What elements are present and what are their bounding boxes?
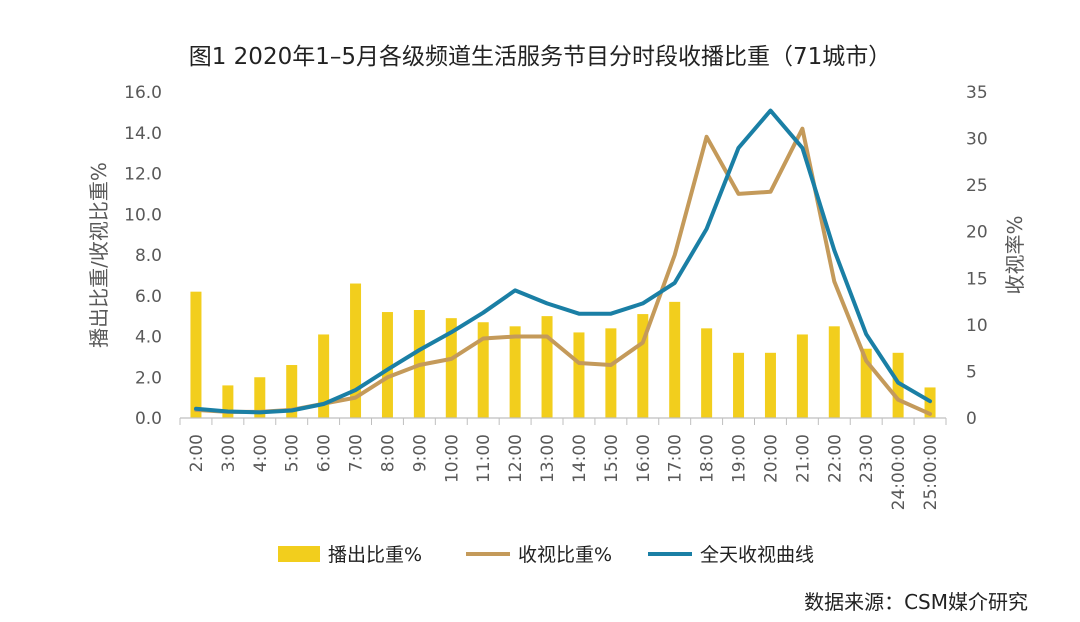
y-left-tick-label: 4.0 xyxy=(135,328,162,348)
line-viewing-share xyxy=(194,126,932,416)
legend-label-allday-curve: 全天收视曲线 xyxy=(700,544,814,566)
x-tick-label: 18:00 xyxy=(698,434,718,483)
y-left-tick-label: 2.0 xyxy=(135,368,162,388)
legend: 播出比重% 收视比重% 全天收视曲线 xyxy=(278,544,814,566)
x-tick-label: 13:00 xyxy=(538,434,558,483)
x-tick-label: 10:00 xyxy=(442,434,462,483)
x-tick-label: 3:00 xyxy=(219,434,239,472)
legend-label-viewing-share: 收视比重% xyxy=(518,544,612,566)
x-tick-label: 7:00 xyxy=(347,434,367,472)
bar-broadcast-share xyxy=(445,318,457,418)
bar-broadcast-share xyxy=(541,316,553,418)
bar-broadcast-share xyxy=(190,291,202,418)
legend-label-broadcast-share: 播出比重% xyxy=(328,544,422,566)
bar-broadcast-share xyxy=(701,328,713,418)
bar-broadcast-share xyxy=(669,301,681,418)
legend-swatch-broadcast-share xyxy=(278,546,320,562)
bar-broadcast-share xyxy=(254,377,266,418)
bar-broadcast-share xyxy=(381,312,393,418)
bar-broadcast-share xyxy=(892,352,904,418)
y-left-tick-label: 8.0 xyxy=(135,246,162,266)
bar-broadcast-share xyxy=(286,365,298,418)
bar-broadcast-share xyxy=(350,283,362,418)
bar-broadcast-share xyxy=(477,322,489,418)
y-left-tick-label: 6.0 xyxy=(135,287,162,307)
y-left-tick-label: 10.0 xyxy=(124,205,162,225)
y-right-tick-label: 10 xyxy=(966,316,988,336)
bar-broadcast-share xyxy=(318,334,330,418)
x-tick-label: 21:00 xyxy=(793,434,813,483)
bar-broadcast-share xyxy=(860,348,872,418)
y-right-tick-label: 20 xyxy=(966,223,988,243)
y-right-tick-label: 35 xyxy=(966,83,988,103)
bar-broadcast-share xyxy=(796,334,808,418)
bar-broadcast-share xyxy=(605,328,617,418)
x-tick-label: 9:00 xyxy=(410,434,430,472)
source-note: 数据来源：CSM媒介研究 xyxy=(804,590,1028,614)
bar-broadcast-share xyxy=(764,352,776,418)
x-tick-label: 8:00 xyxy=(378,434,398,472)
chart-title: 图1 2020年1–5月各级频道生活服务节目分时段收播比重（71城市） xyxy=(189,44,892,70)
y-right-tick-label: 30 xyxy=(966,130,988,150)
x-tick-label: 4:00 xyxy=(251,434,271,472)
bar-broadcast-share xyxy=(637,314,649,418)
x-tick-label: 17:00 xyxy=(666,434,686,483)
x-tick-label: 19:00 xyxy=(730,434,750,483)
y-left-tick-label: 0.0 xyxy=(135,409,162,429)
y-axis-right-title: 收视率% xyxy=(1003,215,1027,294)
bar-broadcast-share xyxy=(573,332,585,418)
x-tick-label: 15:00 xyxy=(602,434,622,483)
x-tick-label: 11:00 xyxy=(474,434,494,483)
bar-broadcast-share xyxy=(828,326,840,418)
x-tick-label: 5:00 xyxy=(283,434,303,472)
axes: 0.0 2.0 4.0 6.0 8.0 10.0 12.0 14.0 16.0 0 5 10 15 20 2… xyxy=(124,83,988,510)
x-tick-label: 20:00 xyxy=(761,434,781,483)
x-tick-label: 25:00:00 xyxy=(921,434,941,510)
y-right-tick-label: 0 xyxy=(966,409,977,429)
x-tick-label: 14:00 xyxy=(570,434,590,483)
line-allday-viewing-curve xyxy=(194,108,932,415)
y-right-tick-label: 5 xyxy=(966,362,977,382)
line-series-layer xyxy=(194,108,932,416)
bar-broadcast-share xyxy=(733,352,745,418)
x-tick-label: 6:00 xyxy=(315,434,335,472)
bar-broadcast-share xyxy=(222,385,234,418)
x-tick-label: 2:00 xyxy=(187,434,207,472)
x-tick-label: 12:00 xyxy=(506,434,526,483)
y-left-tick-label: 14.0 xyxy=(124,124,162,144)
y-left-tick-label: 16.0 xyxy=(124,83,162,103)
y-axis-left-title: 播出比重/收视比重% xyxy=(87,162,111,348)
x-tick-label: 22:00 xyxy=(825,434,845,483)
y-right-tick-label: 15 xyxy=(966,269,988,289)
bar-broadcast-share xyxy=(509,326,521,418)
x-tick-label: 16:00 xyxy=(634,434,654,483)
x-tick-label: 24:00:00 xyxy=(889,434,909,510)
y-right-tick-label: 25 xyxy=(966,176,988,196)
y-left-tick-label: 12.0 xyxy=(124,165,162,185)
x-tick-label: 23:00 xyxy=(857,434,877,483)
